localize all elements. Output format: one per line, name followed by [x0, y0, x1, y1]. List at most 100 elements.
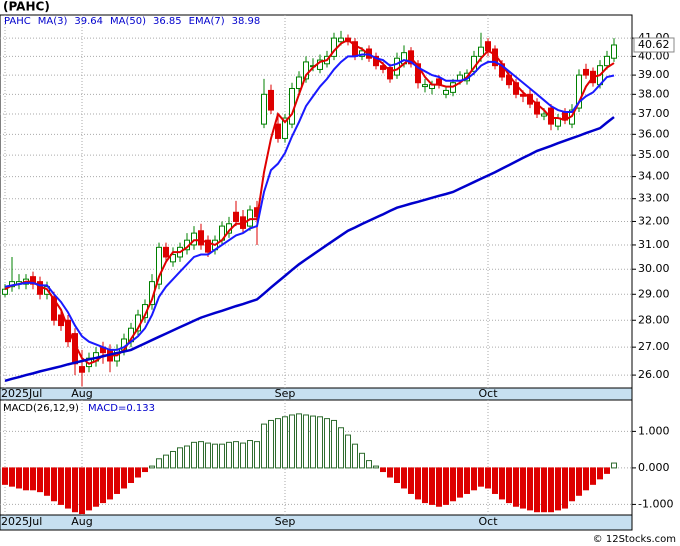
- candle-body: [338, 37, 344, 43]
- macd-bar: [79, 467, 85, 515]
- macd-bar: [422, 467, 428, 504]
- macd-bar: [569, 467, 575, 502]
- macd-bar: [128, 467, 134, 484]
- macd-bar: [583, 467, 589, 491]
- macd-bar: [156, 458, 162, 469]
- y-tick-label: 36.00: [638, 127, 670, 140]
- legend-value: 39.64: [74, 16, 103, 27]
- macd-bar: [429, 467, 435, 505]
- macd-bar: [450, 467, 456, 502]
- y-tick-label: 32.00: [638, 214, 670, 227]
- y-tick-label: 29.00: [638, 287, 670, 300]
- candle-body: [268, 89, 274, 111]
- candle-body: [170, 254, 176, 263]
- macd-bar: [604, 467, 610, 474]
- y-tick-label: 34.00: [638, 170, 670, 183]
- x-tick-label: Aug: [71, 515, 92, 528]
- macd-bar: [478, 467, 484, 487]
- legend-name: MA(50): [110, 16, 146, 27]
- macd-bar: [331, 419, 337, 469]
- candle-body: [604, 55, 610, 67]
- macd-bar: [9, 467, 15, 487]
- macd-bar: [520, 467, 526, 509]
- last-price: 40.62: [638, 38, 670, 51]
- macd-bar: [359, 452, 365, 469]
- macd-bar: [457, 467, 463, 498]
- marks: [2, 30, 617, 515]
- x-tick-label: Oct: [478, 515, 498, 528]
- macd-bar: [352, 443, 358, 469]
- macd-bar: [366, 460, 372, 469]
- legend-symbol: PAHC: [4, 16, 31, 27]
- macd-bar: [401, 467, 407, 489]
- macd-bar: [30, 467, 36, 491]
- candle-body: [79, 366, 85, 373]
- macd-bar: [233, 441, 239, 469]
- macd-bar: [65, 467, 71, 509]
- y-tick-label: 31.00: [638, 238, 670, 251]
- y-tick-label: 30.00: [638, 262, 670, 275]
- y-tick-label: 33.00: [638, 192, 670, 205]
- candle-body: [478, 46, 484, 57]
- macd-bar: [177, 447, 183, 469]
- macd-bar: [184, 445, 190, 469]
- macd-bar: [16, 467, 22, 489]
- macd-bar: [555, 467, 561, 511]
- macd-bar: [387, 467, 393, 478]
- macd-bar: [219, 443, 225, 469]
- date-strip: [0, 387, 633, 401]
- macd-bar: [114, 467, 120, 494]
- macd-bar: [303, 414, 309, 469]
- y-tick-label: -1.000: [638, 497, 673, 510]
- macd-bar: [58, 467, 64, 505]
- grid: [0, 15, 632, 515]
- macd-bar: [310, 415, 316, 469]
- candle-body: [296, 76, 302, 89]
- legend-value: 36.85: [153, 16, 182, 27]
- candle-body: [2, 288, 8, 295]
- y-tick-label: 26.00: [638, 368, 670, 381]
- macd-bar: [198, 441, 204, 469]
- macd-bar: [72, 467, 78, 513]
- macd-bar: [107, 467, 113, 500]
- macd-bar: [275, 418, 281, 469]
- macd-bar: [590, 467, 596, 485]
- macd-bar: [100, 467, 106, 504]
- macd-bar: [121, 467, 127, 489]
- macd-bar: [527, 467, 533, 511]
- macd-bar: [506, 467, 512, 504]
- date-strip: [0, 514, 633, 531]
- macd-bar: [611, 462, 617, 469]
- candle-body: [156, 246, 162, 285]
- price-box: [633, 37, 675, 53]
- macd-bar: [541, 467, 547, 513]
- candle-body: [30, 276, 36, 285]
- candle-body: [611, 44, 617, 59]
- candle-body: [275, 123, 281, 139]
- y-tick-label: 27.00: [638, 340, 670, 353]
- macd-bar: [380, 467, 386, 473]
- macd-bar: [373, 465, 379, 469]
- macd-bar: [268, 419, 274, 469]
- price-panel: [0, 14, 633, 389]
- macd-bar: [464, 467, 470, 494]
- candle-body: [65, 319, 71, 343]
- candle-body: [261, 93, 267, 125]
- macd-bar: [205, 442, 211, 469]
- candle-body: [58, 314, 64, 327]
- macd-bar: [254, 441, 260, 469]
- macd-bar: [44, 467, 50, 496]
- y-tick-label: 40.00: [638, 49, 670, 62]
- macd-bar: [492, 467, 498, 494]
- macd-bar: [86, 467, 92, 511]
- macd-bar: [562, 467, 568, 509]
- candle-body: [485, 41, 491, 52]
- x-tick-label: Oct: [478, 387, 498, 400]
- macd-bar: [226, 441, 232, 469]
- chart-title: (PAHC): [3, 0, 50, 14]
- macd-bar: [282, 416, 288, 469]
- macd-bar: [436, 467, 442, 507]
- macd-bar: [345, 434, 351, 469]
- copyright: © 12Stocks.com: [593, 534, 676, 545]
